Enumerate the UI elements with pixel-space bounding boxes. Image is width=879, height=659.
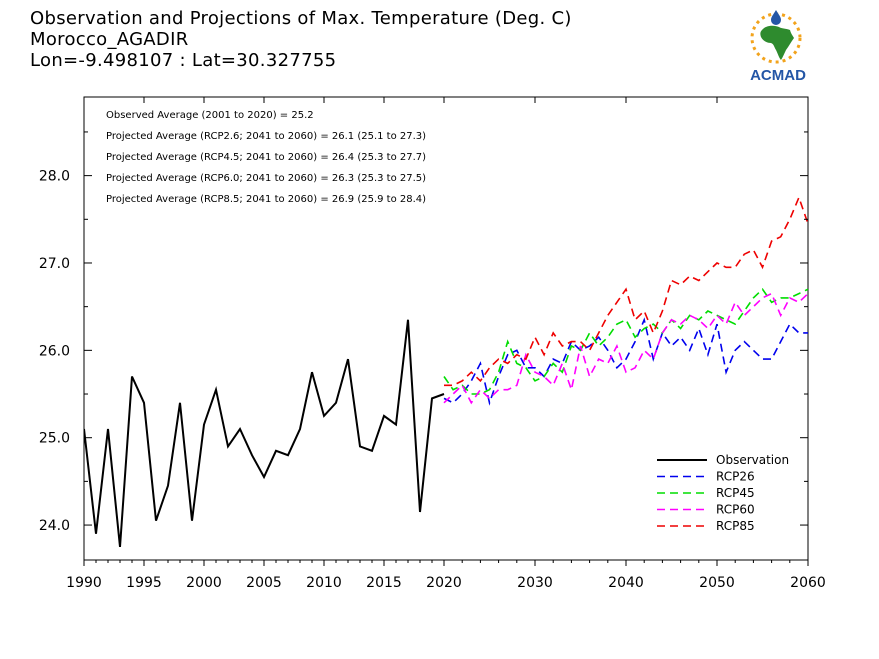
legend-label: RCP45	[716, 486, 755, 500]
water-drop-icon	[771, 10, 781, 25]
chart-header: Observation and Projections of Max. Temp…	[30, 8, 572, 71]
x-tick-label: 1990	[66, 575, 102, 591]
x-tick-label: 2000	[186, 575, 222, 591]
logo-text: ACMAD	[750, 67, 806, 84]
africa-map-icon	[760, 25, 794, 60]
legend-label: RCP85	[716, 519, 755, 533]
plot-frame	[83, 96, 809, 561]
y-tick-label: 24.0	[39, 518, 70, 534]
y-tick-label: 25.0	[39, 431, 70, 447]
annotation-layer: Observed Average (2001 to 2020) = 25.2 Pr…	[106, 110, 426, 205]
axes-layer: 24.0 25.0 26.0 27.0 28.0 1990 1995 2000 2005 2010…	[39, 97, 826, 591]
legend-label: RCP26	[716, 470, 755, 484]
annotation-text: Projected Average (RCP6.0; 2041 to 2060)…	[106, 173, 426, 184]
annotation-text: Observed Average (2001 to 2020) = 25.2	[106, 110, 314, 121]
x-tick-label: 2060	[790, 575, 826, 591]
series-line-rcp85	[444, 195, 808, 387]
x-tick-label: 1995	[126, 575, 162, 591]
x-tick-label: 2015	[366, 575, 402, 591]
x-tick-label: 2040	[608, 575, 644, 591]
x-tick-label: 2005	[246, 575, 282, 591]
coordinates-label: Lon=-9.498107 : Lat=30.327755	[30, 50, 337, 71]
annotation-text: Projected Average (RCP4.5; 2041 to 2060)…	[106, 152, 426, 163]
series-line-rcp60	[443, 292, 808, 405]
series-line-rcp45	[443, 287, 808, 395]
x-tick-label: 2010	[306, 575, 342, 591]
annotation-text: Projected Average (RCP8.5; 2041 to 2060)…	[106, 194, 426, 205]
annotation-text: Projected Average (RCP2.6; 2041 to 2060)…	[106, 131, 426, 142]
plot-area	[83, 96, 809, 561]
x-tick-label: 2050	[699, 575, 735, 591]
y-tick-label: 26.0	[39, 343, 70, 359]
legend-label: RCP60	[716, 503, 755, 517]
acmad-logo: ACMAD	[750, 10, 806, 84]
location-label: Morocco_AGADIR	[30, 29, 189, 50]
x-tick-label: 2030	[517, 575, 553, 591]
y-tick-label: 27.0	[39, 256, 70, 272]
chart-title: Observation and Projections of Max. Temp…	[30, 8, 572, 29]
series-line-observation	[84, 319, 445, 548]
series-line-rcp26	[443, 317, 808, 406]
legend-label: Observation	[716, 453, 789, 467]
x-tick-label: 2020	[426, 575, 462, 591]
series-layer	[84, 195, 808, 548]
y-tick-label: 28.0	[39, 169, 70, 185]
legend: Observation RCP26 RCP45 RCP60 RCP85	[657, 453, 789, 533]
